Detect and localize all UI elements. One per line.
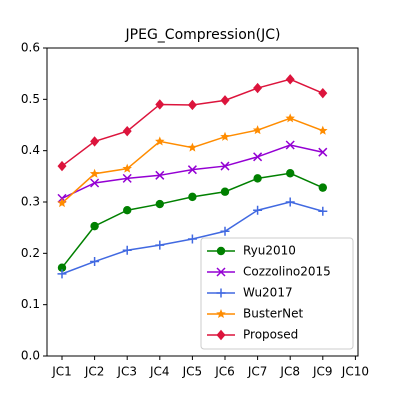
data-point [57,160,67,172]
data-point [286,169,295,178]
data-point [220,187,230,196]
data-point [220,95,230,106]
data-point [318,87,328,99]
y-tick-label: 0.1 [21,297,40,311]
data-point [187,234,197,244]
data-point [253,82,263,94]
data-point [155,99,165,110]
legend-label: Ryu2010 [243,244,296,258]
data-point [318,125,328,135]
legend-marker [216,329,226,341]
data-point [57,198,67,208]
data-point [57,269,67,279]
data-point [318,183,327,192]
legend-box [200,237,354,350]
data-point [155,136,165,146]
data-point [123,206,132,215]
data-point [318,147,328,157]
data-point [57,263,67,272]
data-point [220,131,230,141]
legend: Ryu2010 Cozzolino2015 Wu2017 BusterNet Propo… [200,237,354,350]
data-point [90,178,100,188]
data-point [90,136,100,147]
x-tick-label: JC10 [341,365,369,379]
data-point [285,197,295,207]
chart-title: JPEG_Compression(JC) [125,27,281,43]
data-point [253,152,263,162]
data-point [318,206,328,216]
legend-marker [216,246,226,256]
legend-label: BusterNet [243,307,303,321]
legend-marker [216,309,226,319]
y-tick-label: 0.4 [21,143,40,157]
data-point [122,245,132,255]
legend-label: Wu2017 [243,286,293,300]
x-tick-label: JC8 [279,365,300,379]
x-tick-label: JC9 [312,365,333,379]
data-point [285,74,295,85]
x-tick-label: JC2 [84,365,105,379]
data-point [220,161,230,171]
y-tick-label: 0.0 [21,349,40,363]
x-tick-label: JC4 [149,365,170,379]
x-tick-label: JC3 [116,365,137,379]
y-tick-label: 0.2 [21,246,40,260]
data-point [90,221,99,231]
y-tick-label: 0.3 [21,195,40,209]
data-point [122,125,132,137]
y-tick-label: 0.6 [21,41,40,55]
data-point [253,174,262,183]
data-point [187,142,198,152]
data-point [253,205,263,215]
data-point [155,240,165,250]
data-point [155,170,165,180]
data-point [285,140,295,150]
data-point [89,168,100,178]
legend-marker [216,267,226,277]
data-point [220,226,230,236]
legend-marker [216,288,226,298]
data-point [285,113,295,123]
data-point [252,125,263,135]
y-tick-label: 0.5 [21,92,40,106]
x-tick-label: JC5 [182,365,203,379]
data-point [188,192,197,202]
x-tick-label: JC7 [247,365,268,379]
data-point [122,173,132,183]
x-tick-label: JC1 [51,365,72,379]
data-point [187,99,197,111]
data-point [122,163,132,173]
x-tick-label: JC6 [214,365,235,379]
data-point [187,165,197,175]
legend-label: Proposed [243,328,298,342]
legend-label: Cozzolino2015 [243,265,331,279]
data-point [90,257,100,267]
data-point [155,199,164,209]
